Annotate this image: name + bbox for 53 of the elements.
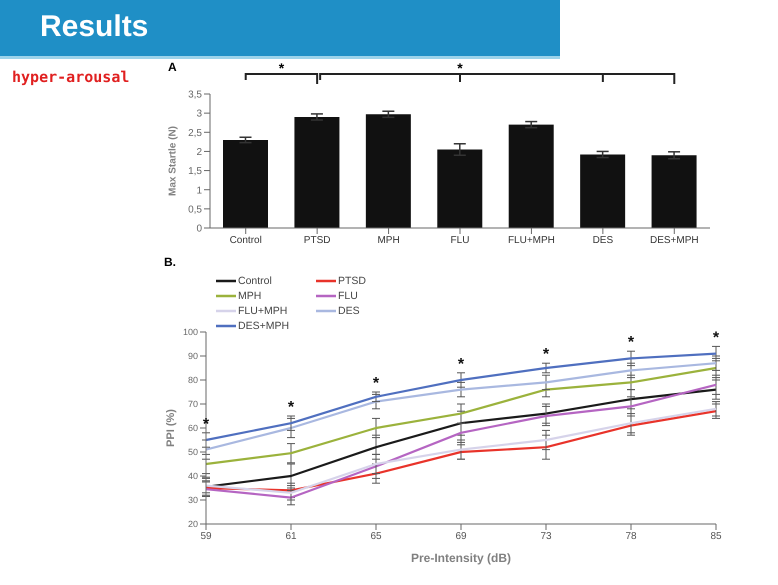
x-tick-label: PTSD bbox=[304, 235, 330, 246]
text: * bbox=[278, 60, 286, 76]
y-tick-label: 100 bbox=[182, 327, 198, 338]
legend-label: FLU+MPH bbox=[238, 305, 288, 317]
y-tick-label: 3 bbox=[196, 108, 202, 120]
annotation: * bbox=[372, 375, 380, 392]
legend-label: PTSD bbox=[338, 275, 366, 287]
y-tick-label: 50 bbox=[188, 447, 198, 458]
y-tick-label: 80 bbox=[188, 375, 198, 386]
y-axis-title: PPI (%) bbox=[164, 408, 177, 447]
legend-label: DES+MPH bbox=[238, 320, 290, 332]
x-tick-label: 61 bbox=[285, 531, 297, 542]
y-axis-title: Max Startle (N) bbox=[168, 126, 179, 196]
y-tick-label: 1,5 bbox=[188, 166, 202, 178]
x-tick-label: Control bbox=[230, 235, 262, 246]
y-tick-label: 20 bbox=[188, 519, 198, 530]
x-tick-label: 69 bbox=[455, 531, 467, 542]
legend-label: MPH bbox=[238, 290, 262, 302]
x-tick-label: FLU+MPH bbox=[508, 235, 555, 246]
y-tick-label: 70 bbox=[188, 399, 198, 410]
annotation: * bbox=[288, 399, 295, 416]
annotation: * bbox=[542, 346, 550, 364]
x-tick-label: 85 bbox=[710, 531, 722, 542]
y-tick-label: 2 bbox=[196, 146, 202, 158]
annotation: * bbox=[458, 356, 465, 373]
x-tick-label: DES bbox=[592, 235, 614, 246]
annotation: * bbox=[628, 334, 635, 352]
legend-label: Control bbox=[238, 275, 272, 287]
y-tick-label: 90 bbox=[188, 351, 198, 362]
text: * bbox=[456, 60, 464, 76]
chart-title: B. bbox=[164, 255, 176, 269]
text: Results bbox=[40, 10, 148, 44]
legend-label: FLU bbox=[338, 290, 358, 302]
chart-title: A bbox=[168, 60, 177, 74]
y-tick-label: 0,5 bbox=[188, 204, 202, 216]
text: hyper-arousal bbox=[12, 68, 130, 86]
x-tick-label: 59 bbox=[200, 531, 212, 542]
x-tick-label: FLU bbox=[450, 235, 470, 246]
y-tick-label: 2,5 bbox=[188, 128, 202, 139]
x-tick-label: 73 bbox=[540, 531, 552, 542]
annotation: * bbox=[712, 329, 720, 346]
x-tick-label: DES+MPH bbox=[650, 235, 699, 246]
y-tick-label: 1 bbox=[196, 185, 202, 196]
x-tick-label: 65 bbox=[370, 531, 382, 542]
y-tick-label: 3,5 bbox=[188, 90, 202, 101]
y-tick-label: 60 bbox=[188, 423, 198, 434]
y-tick-label: 0 bbox=[196, 224, 202, 235]
x-axis-title: Pre-Intensity (dB) bbox=[410, 551, 512, 565]
y-tick-label: 40 bbox=[188, 471, 198, 482]
legend-label: DES bbox=[338, 305, 360, 317]
y-tick-label: 30 bbox=[188, 495, 198, 506]
x-tick-label: 78 bbox=[625, 531, 637, 542]
x-tick-label: MPH bbox=[377, 235, 400, 246]
